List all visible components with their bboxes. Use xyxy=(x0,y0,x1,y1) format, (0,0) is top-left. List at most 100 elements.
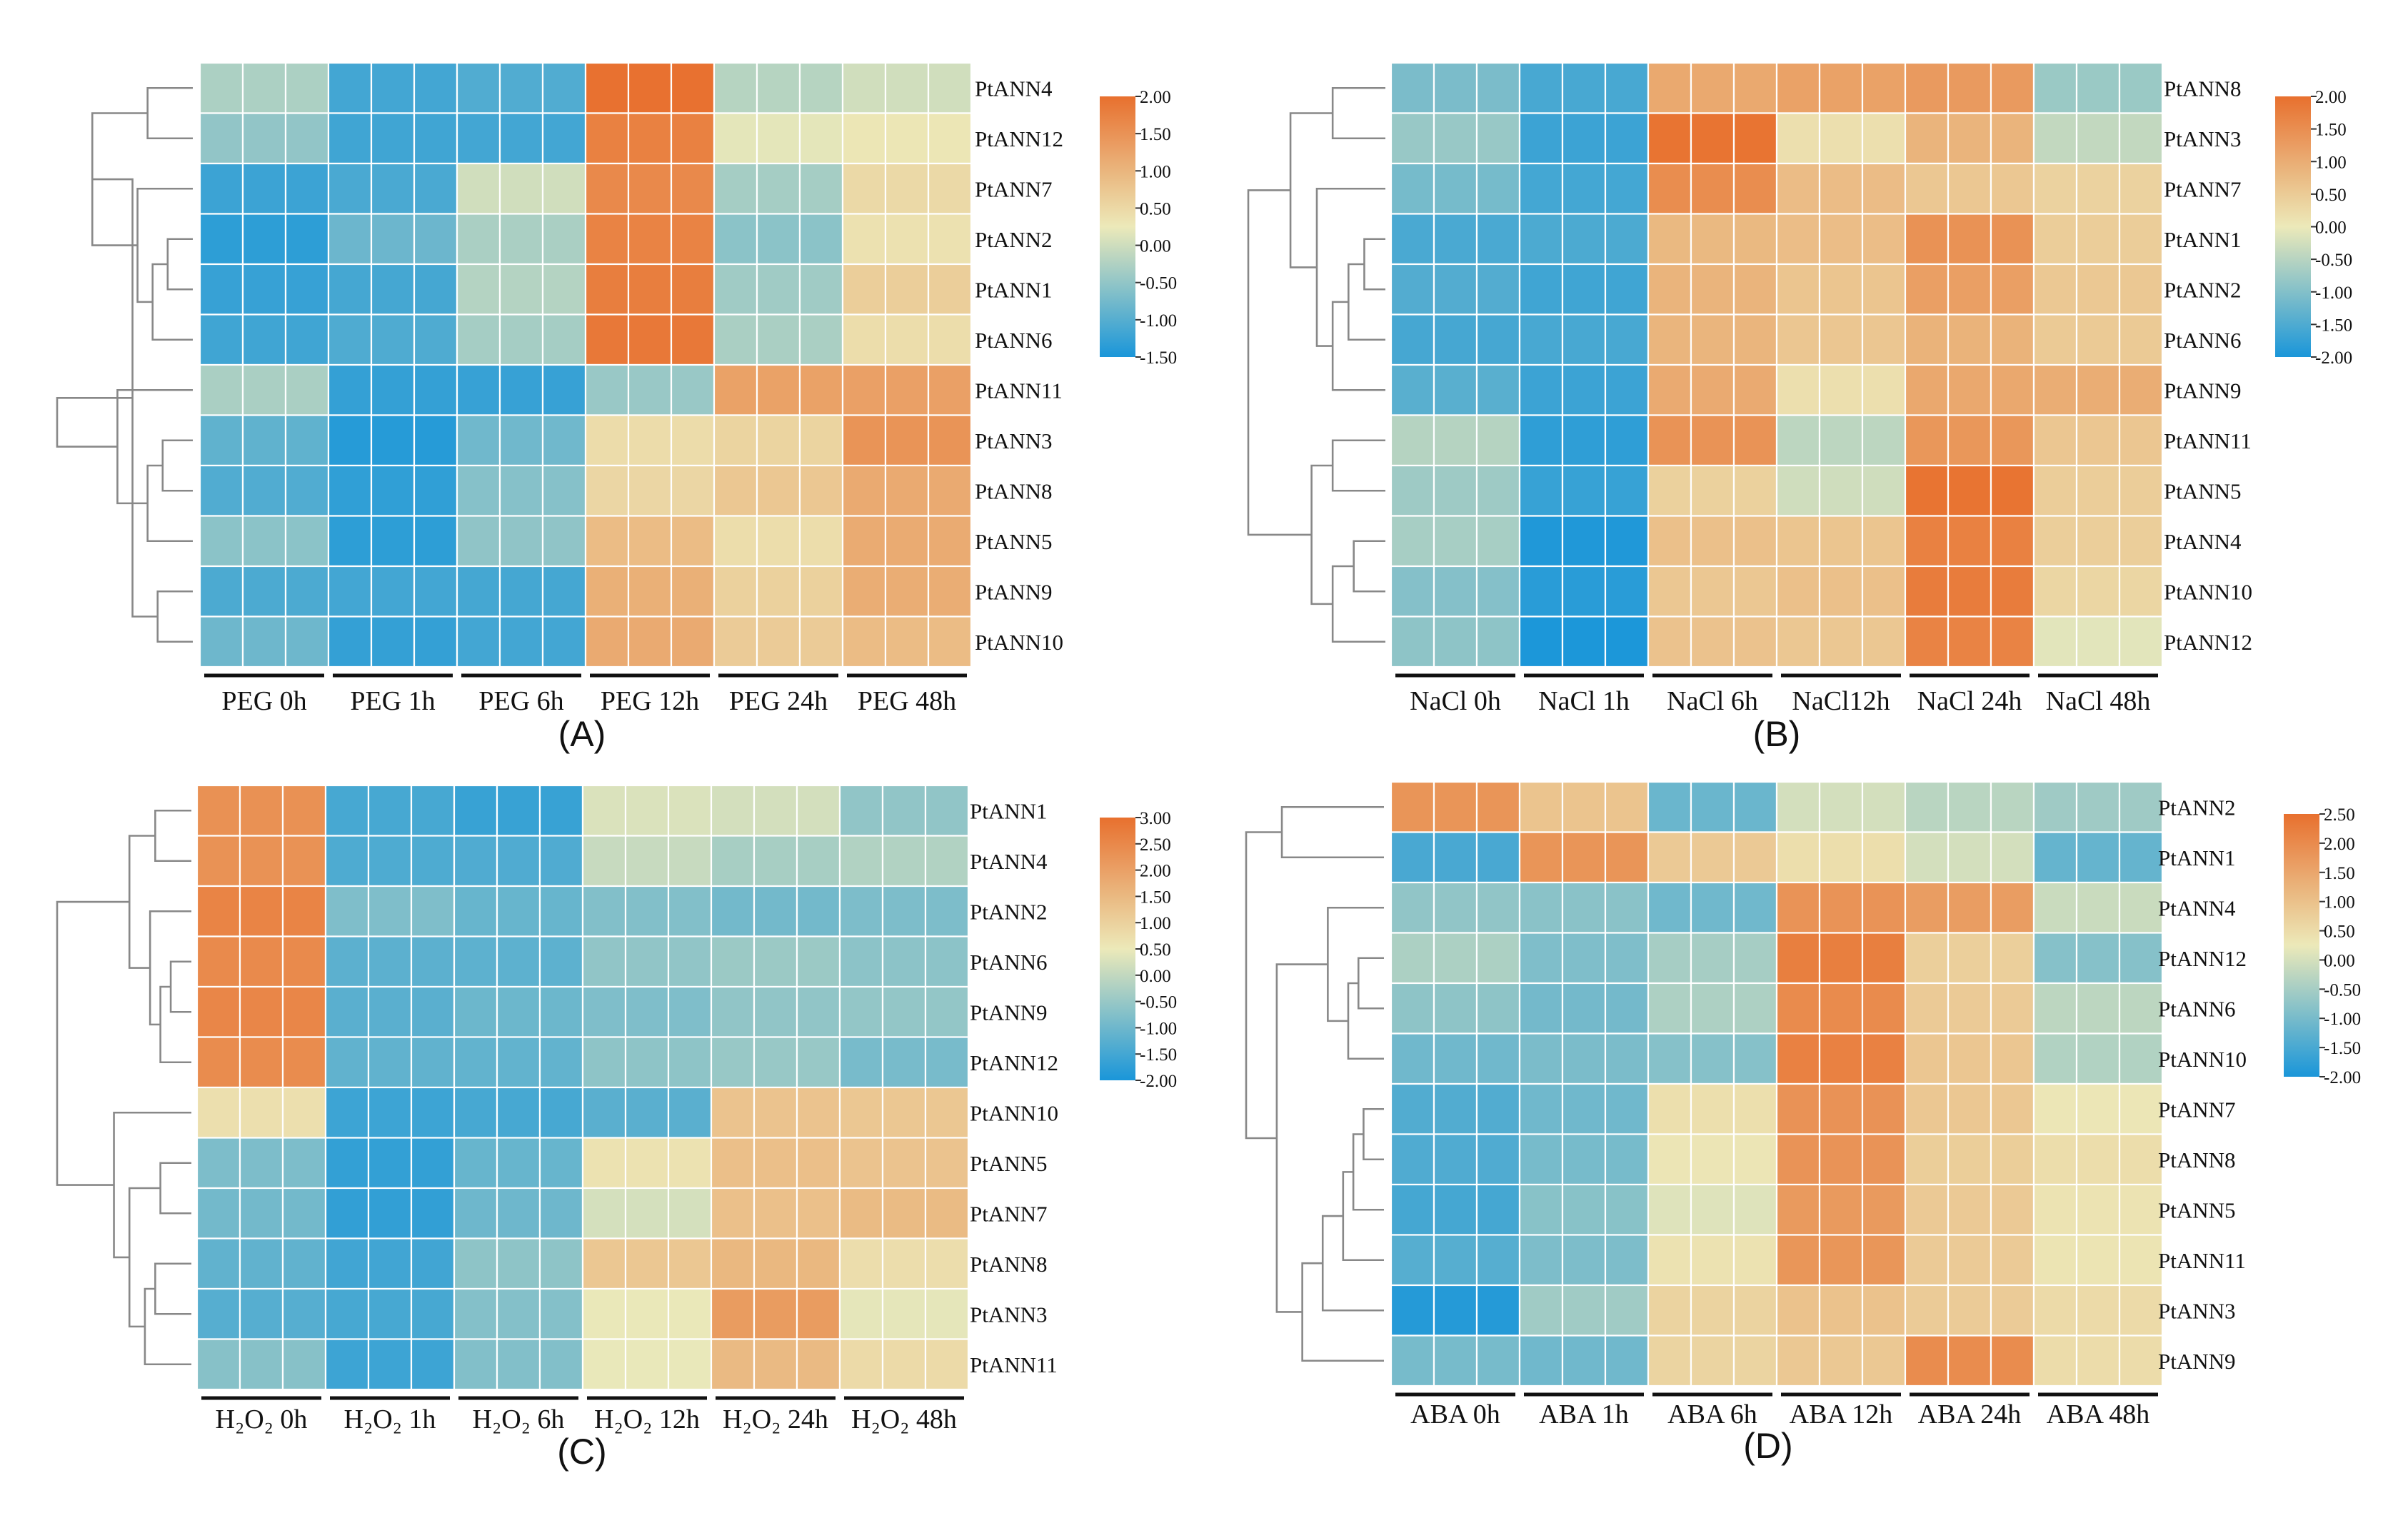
legend-tick-label: -2.00 xyxy=(2315,348,2352,368)
heatmap-cell xyxy=(541,363,587,416)
dendrogram-branch xyxy=(136,187,193,303)
heatmap-cell xyxy=(370,615,416,668)
heatmap-cell xyxy=(1561,831,1607,884)
heatmap-cell xyxy=(241,464,287,517)
heatmap-cell xyxy=(1775,515,1821,568)
heatmap-cell xyxy=(838,985,884,1038)
heatmap-cell xyxy=(927,162,973,215)
heatmap-cell xyxy=(1475,881,1521,934)
heatmap-cell xyxy=(1947,213,1992,266)
heatmap-cell xyxy=(327,363,373,416)
heatmap-cell xyxy=(1732,213,1778,266)
heatmap-cell xyxy=(881,1187,927,1240)
heatmap-cell xyxy=(1690,1284,1735,1337)
dendrogram-branch xyxy=(56,396,133,448)
legend-tick-label: 2.50 xyxy=(1140,835,1171,855)
heatmap-cell xyxy=(1990,1284,2035,1337)
column-label: ABA 6h xyxy=(1667,1399,1757,1429)
heatmap-cell xyxy=(196,835,241,888)
heatmap-cell xyxy=(924,835,970,888)
heatmap-cell xyxy=(281,784,327,837)
heatmap-cell xyxy=(1475,1284,1521,1337)
heatmap-cell xyxy=(841,565,887,618)
heatmap-cell xyxy=(413,112,458,165)
heatmap-cell xyxy=(1518,565,1564,618)
heatmap-cell xyxy=(624,1338,670,1391)
heatmap-cell xyxy=(838,1287,884,1340)
heatmap-cell xyxy=(413,615,458,668)
heatmap-cell xyxy=(1647,1335,1692,1387)
heatmap-cell xyxy=(1390,464,1435,517)
heatmap-cell xyxy=(1818,982,1864,1035)
heatmap-cell xyxy=(2118,213,2164,266)
legend-tick-label: -1.00 xyxy=(1140,1019,1177,1038)
heatmap-cell xyxy=(1690,1032,1735,1085)
heatmap-cell xyxy=(667,1287,713,1340)
color-legend-bar xyxy=(1100,818,1135,1080)
legend-tick-label: -2.00 xyxy=(1140,1072,1177,1091)
heatmap-cell xyxy=(2118,780,2164,833)
heatmap-cell xyxy=(2032,464,2078,517)
heatmap-panel-a: PtANN4 PtANN12 PtANN7 PtANN2 PtANN1 PtANN6 PtA… xyxy=(56,61,1177,754)
heatmap-cell xyxy=(239,1338,284,1391)
heatmap-cell xyxy=(1732,780,1778,833)
heatmap-cell xyxy=(1861,881,1907,934)
heatmap-cell xyxy=(367,1137,413,1190)
heatmap-cell xyxy=(670,515,716,568)
heatmap-cell xyxy=(1390,881,1435,934)
heatmap-cell xyxy=(670,112,716,165)
heatmap-cell xyxy=(841,263,887,316)
heatmap-cell xyxy=(410,1338,456,1391)
heatmap-cell xyxy=(1947,1032,1992,1085)
heatmap-cell xyxy=(1518,414,1564,467)
heatmap-cell xyxy=(456,313,501,366)
heatmap-cell xyxy=(241,213,287,266)
heatmap-cell xyxy=(1433,263,1478,316)
heatmap-cell xyxy=(1475,313,1521,366)
heatmap-panel-d: PtANN2 PtANN1 PtANN4 PtANN12 PtANN6 PtANN10 Pt… xyxy=(1245,780,2361,1466)
heatmap-cell xyxy=(1990,1032,2035,1085)
heatmap-cell xyxy=(796,784,841,837)
heatmap-cell xyxy=(798,313,844,366)
legend-tick-label: -0.50 xyxy=(2324,980,2361,1000)
heatmap-cell xyxy=(2075,1335,2121,1387)
heatmap-cell xyxy=(1904,1234,1950,1287)
heatmap-cell xyxy=(1732,515,1778,568)
heatmap-cell xyxy=(281,1237,327,1290)
heatmap-cell xyxy=(713,565,758,618)
heatmap-cell xyxy=(456,414,501,467)
heatmap-cell xyxy=(1732,1082,1778,1135)
heatmap-cell xyxy=(838,784,884,837)
heatmap-cell xyxy=(1904,414,1950,467)
heatmap-cell xyxy=(538,1338,584,1391)
heatmap-cell xyxy=(2075,982,2121,1035)
dendrogram-branch xyxy=(146,464,193,543)
heatmap-cell xyxy=(538,784,584,837)
heatmap-cell xyxy=(1904,313,1950,366)
heatmap-cell xyxy=(1518,831,1564,884)
heatmap-cell xyxy=(1947,162,1992,215)
heatmap-cell xyxy=(798,414,844,467)
heatmap-cell xyxy=(710,985,756,1038)
heatmap-cell xyxy=(756,565,801,618)
heatmap-cell xyxy=(1732,831,1778,884)
heatmap-cell xyxy=(1604,1335,1650,1387)
row-label: PtANN2 xyxy=(2164,277,2242,302)
heatmap-cell xyxy=(667,1237,713,1290)
heatmap-cell xyxy=(496,885,541,938)
row-label: PtANN11 xyxy=(2164,428,2252,453)
heatmap-cell xyxy=(199,313,244,366)
heatmap-cell xyxy=(453,1086,498,1139)
heatmap-cell xyxy=(1990,982,2035,1035)
heatmap-cell xyxy=(881,1287,927,1340)
column-label: NaCl 1h xyxy=(1538,686,1630,716)
heatmap-cell xyxy=(670,615,716,668)
heatmap-cell xyxy=(581,1036,627,1089)
heatmap-cell xyxy=(1732,565,1778,618)
heatmap-cell xyxy=(1475,982,1521,1035)
heatmap-cell xyxy=(327,615,373,668)
heatmap-cell xyxy=(1561,1284,1607,1337)
heatmap-cell xyxy=(1561,1082,1607,1135)
heatmap-cell xyxy=(1433,881,1478,934)
heatmap-cell xyxy=(199,263,244,316)
